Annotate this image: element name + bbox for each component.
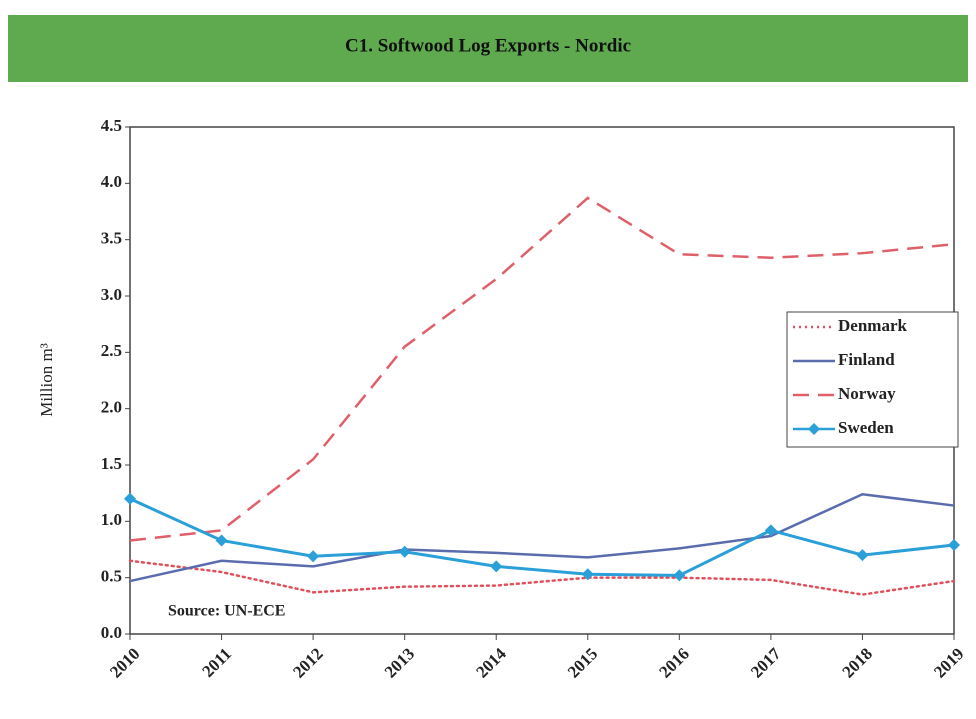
y-tick-label: 4.0 [101,172,122,191]
legend-label: Norway [838,384,896,403]
point-marker [398,545,411,558]
point-marker [948,538,960,551]
x-tick-label: 2015 [564,644,601,681]
source-note: Source: UN-ECE [168,603,285,620]
x-tick-label: 2012 [289,644,326,681]
series-line [129,497,955,577]
series-line [128,559,956,596]
legend-label: Denmark [838,316,907,335]
x-tick-label: 2018 [839,644,876,681]
chart-title: C1. Softwood Log Exports - Nordic [345,35,631,56]
point-marker [673,569,686,582]
point-marker [215,534,228,547]
y-tick-label: 2.5 [101,341,122,360]
point-marker [764,524,777,537]
legend-label: Sweden [838,418,894,437]
y-axis-label: Million m³ [37,343,56,417]
point-marker [581,568,594,581]
y-tick-label: 1.0 [101,510,122,529]
y-tick-label: 3.0 [101,285,122,304]
legend-label: Finland [838,350,895,369]
y-tick-label: 3.5 [101,229,122,248]
point-marker [856,549,869,562]
series-line [129,196,955,542]
x-tick-label: 2014 [472,644,510,682]
y-tick-label: 0.0 [101,623,122,642]
series-line [129,493,955,583]
y-tick-label: 0.5 [101,567,122,586]
x-tick-label: 2013 [381,644,418,681]
x-tick-label: 2011 [198,644,235,681]
x-tick-label: 2010 [106,644,143,681]
x-tick-label: 2019 [930,644,967,681]
legend-marker [808,423,820,435]
y-tick-label: 4.5 [101,116,122,135]
x-tick-label: 2016 [655,644,692,681]
y-tick-label: 1.5 [101,454,122,473]
point-marker [307,550,320,563]
point-marker [124,492,136,505]
y-tick-label: 2.0 [101,398,122,417]
title-bar [8,15,968,82]
point-marker [490,560,503,573]
x-tick-label: 2017 [747,644,785,682]
